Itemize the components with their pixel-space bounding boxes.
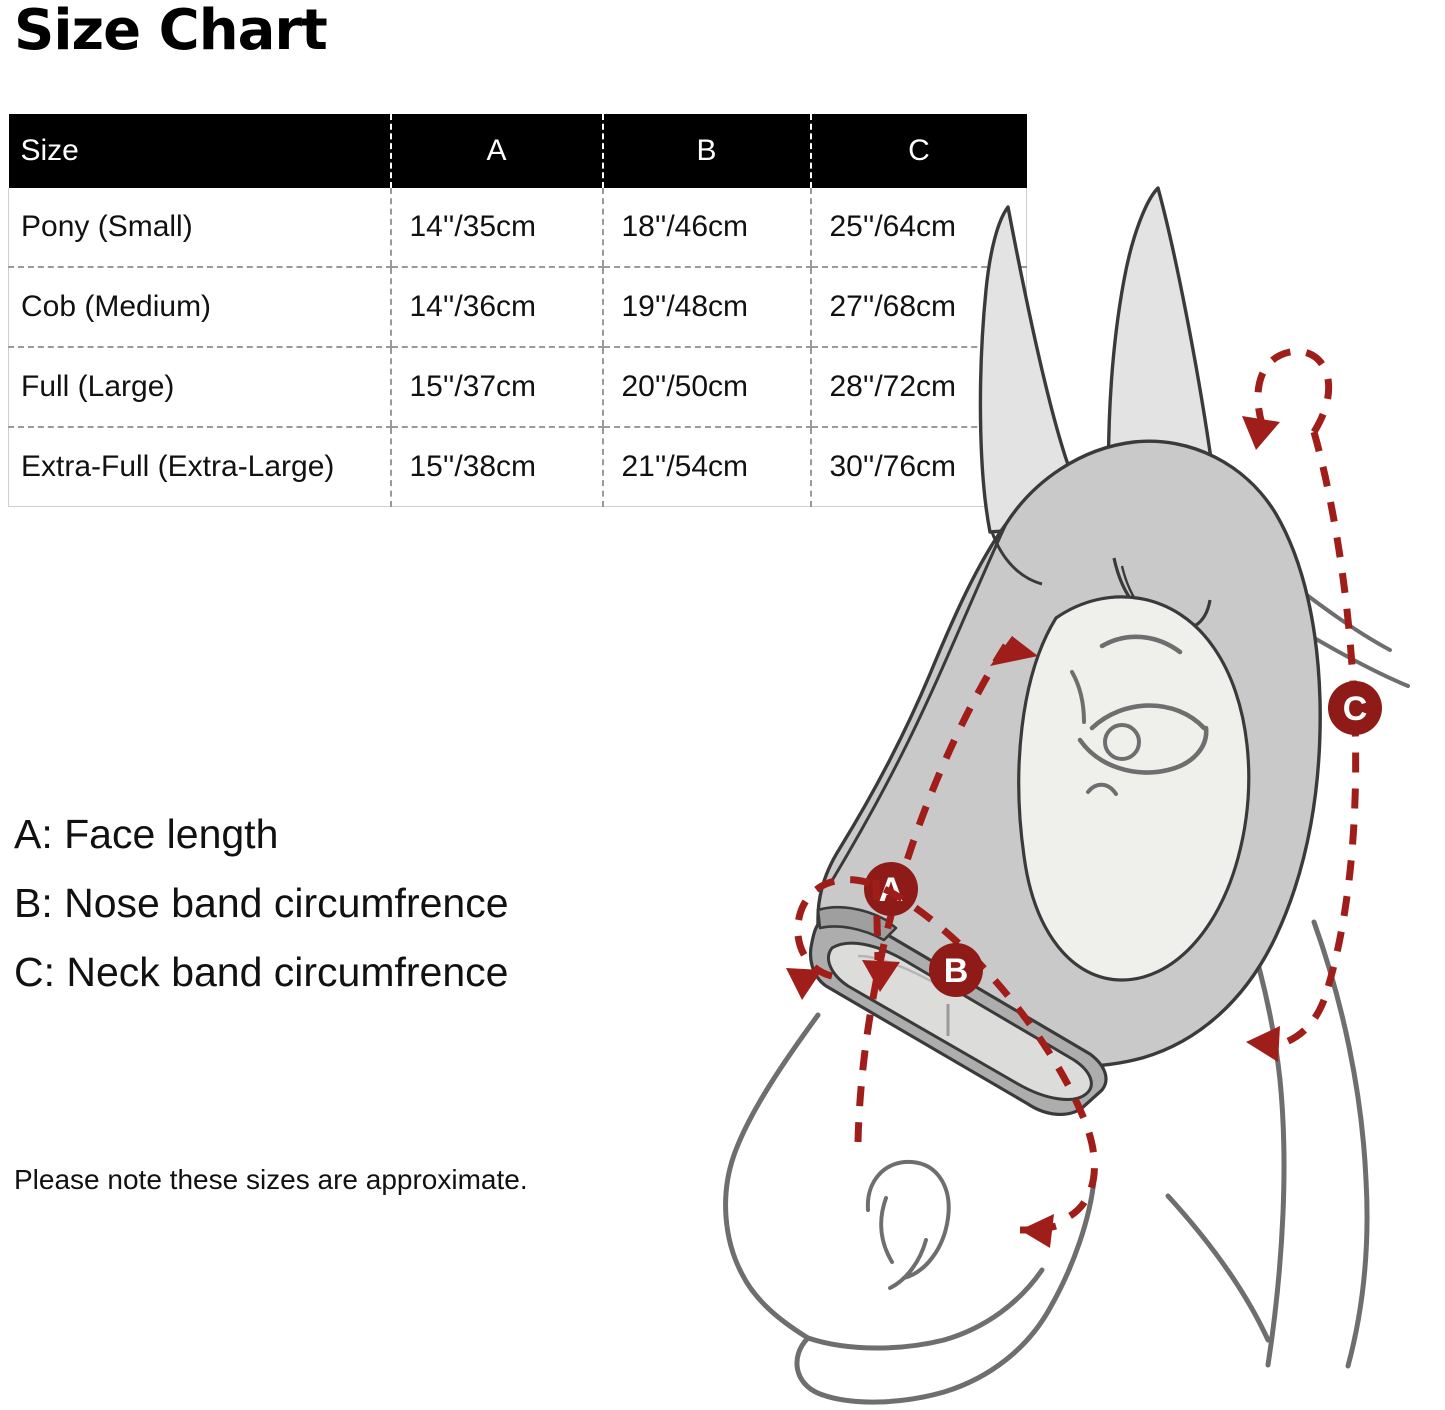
marker-b-label: B (944, 952, 969, 990)
horse-eye (1070, 634, 1209, 796)
mask-eye-panel (1017, 595, 1251, 982)
table-row: Full (Large) 15''/37cm 20''/50cm 28''/72… (8, 347, 1027, 428)
horse-fly-mask-illustration: A B (690, 180, 1445, 1410)
marker-c-label: C (1343, 690, 1368, 728)
table-header-row: Size A B C (8, 114, 1027, 188)
fly-mask-body (816, 186, 1322, 1068)
column-header-b: B (601, 114, 811, 188)
table-body: Pony (Small) 14''/35cm 18''/46cm 25''/64… (8, 188, 1027, 507)
table-header: Size A B C (8, 114, 1027, 188)
cell-a: 15''/37cm (389, 347, 603, 428)
table-row: Pony (Small) 14''/35cm 18''/46cm 25''/64… (8, 188, 1027, 268)
cell-size: Full (Large) (8, 347, 391, 428)
column-header-size: Size (20, 134, 79, 167)
legend-item-c: C: Neck band circumfrence (14, 949, 509, 995)
cell-size: Pony (Small) (8, 188, 391, 268)
column-header-c: C (809, 114, 1027, 188)
cell-b: 20''/50cm (601, 347, 811, 428)
cell-a: 14''/36cm (389, 267, 603, 348)
cell-b: 18''/46cm (601, 188, 811, 268)
cell-a: 15''/38cm (389, 427, 603, 507)
cell-size: Extra-Full (Extra-Large) (8, 427, 391, 507)
column-header-a: A (389, 114, 603, 188)
measure-a-path (854, 634, 1038, 1143)
page-title: Size Chart (14, 0, 328, 63)
cell-a: 14''/35cm (389, 188, 603, 268)
marker-c: C (1328, 681, 1382, 735)
legend-item-b: B: Nose band circumfrence (14, 880, 509, 926)
measurement-legend: A: Face length B: Nose band circumfrence… (14, 800, 674, 1007)
marker-b: B (929, 943, 983, 997)
legend-item-a: A: Face length (14, 811, 279, 857)
cell-b: 21''/54cm (601, 427, 811, 507)
cell-b: 19''/48cm (601, 267, 811, 348)
size-table: Size A B C Pony (Small) 14''/35cm 18''/4… (8, 114, 1027, 507)
footnote-text: Please note these sizes are approximate. (14, 1164, 528, 1195)
measure-b-path (786, 876, 1098, 1248)
cell-size: Cob (Medium) (8, 267, 391, 348)
